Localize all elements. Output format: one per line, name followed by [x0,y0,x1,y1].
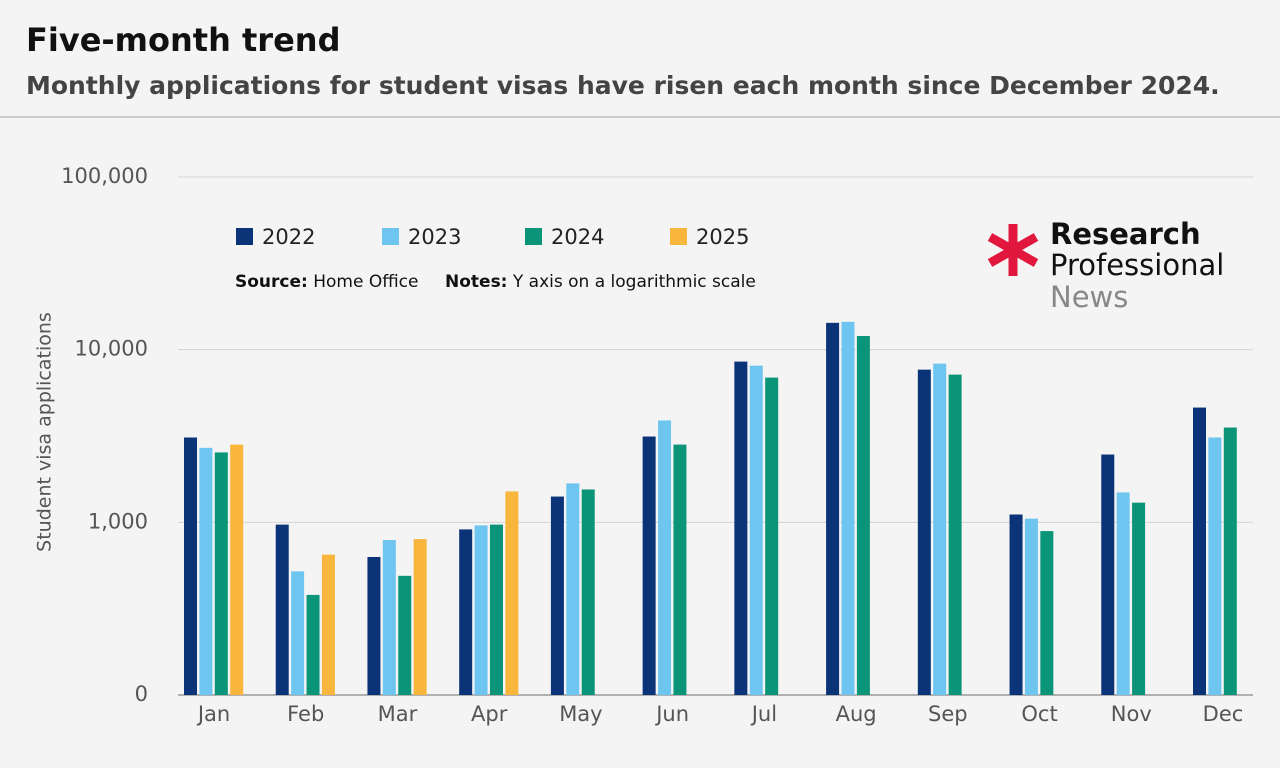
legend-label: 2023 [408,225,461,249]
bar [1116,492,1130,695]
logo-stroke [987,233,1039,267]
bar [734,361,748,695]
bar [917,369,931,695]
notes-label: Notes: [445,272,507,292]
bar [581,489,595,695]
bar [1132,502,1146,695]
logo-text: Professional [1050,248,1224,282]
y-tick-label: 1,000 [88,509,148,533]
x-tick-label: Aug [836,702,877,726]
bar [459,529,473,695]
legend-label: 2024 [551,225,604,249]
x-tick-label: Jun [654,702,689,726]
source-note: Source: Home Office [235,272,418,292]
y-axis-label: Student visa applications [34,312,56,552]
bar [856,335,870,695]
bar [1208,437,1222,695]
bar [673,444,687,695]
bar [642,436,656,695]
x-tick-label: May [559,702,602,726]
x-tick-label: Mar [378,702,418,726]
bar [1101,454,1115,695]
bar [306,594,320,695]
bar [826,322,840,695]
bar [749,365,763,695]
bar [505,491,519,695]
legend-label: 2022 [262,225,315,249]
y-tick-label: 100,000 [61,164,148,188]
legend-swatch [382,228,399,245]
bar [550,496,564,695]
legend-swatch [525,228,542,245]
x-tick-label: Feb [287,702,324,726]
bar [658,420,672,695]
notes: Y axis on a logarithmic scale [512,272,756,292]
bar [398,575,412,695]
x-tick-label: Jul [750,702,777,726]
y-tick-label: 0 [135,682,148,706]
x-tick-label: Jan [196,702,230,726]
source: Home Office [313,272,418,292]
x-tick-label: Oct [1021,702,1057,726]
x-tick-label: Nov [1111,702,1152,726]
notes-note: Notes: Y axis on a logarithmic scale [445,272,756,292]
bar [1009,514,1023,695]
x-tick-label: Sep [928,702,968,726]
bar [413,539,427,695]
bar [1223,427,1237,695]
logo-text: News [1050,280,1128,314]
y-tick-label: 10,000 [75,337,148,361]
legend-label: 2025 [696,225,749,249]
bar [1193,407,1206,695]
bar [275,524,289,695]
bar [1024,518,1038,695]
bar [382,540,396,695]
bar [933,363,947,695]
legend-swatch [236,228,253,245]
chart-title: Five-month trend [26,21,340,59]
source-label: Source: [235,272,308,292]
x-tick-label: Apr [471,702,508,726]
x-tick-label: Dec [1203,702,1244,726]
bar [566,483,580,695]
legend-swatch [670,228,687,245]
bar [184,437,197,695]
bar [367,556,381,695]
bar [230,444,244,695]
bar [474,525,488,695]
bar [1040,531,1054,695]
logo-mark [987,224,1039,276]
bar [948,374,962,695]
bar [765,377,779,695]
logo-text: Research [1050,217,1201,251]
bar [214,452,228,695]
bar [841,321,855,695]
chart-subtitle: Monthly applications for student visas h… [26,71,1220,100]
bar [199,447,213,695]
bar [291,571,305,695]
bar [489,524,503,695]
bar [321,554,335,695]
